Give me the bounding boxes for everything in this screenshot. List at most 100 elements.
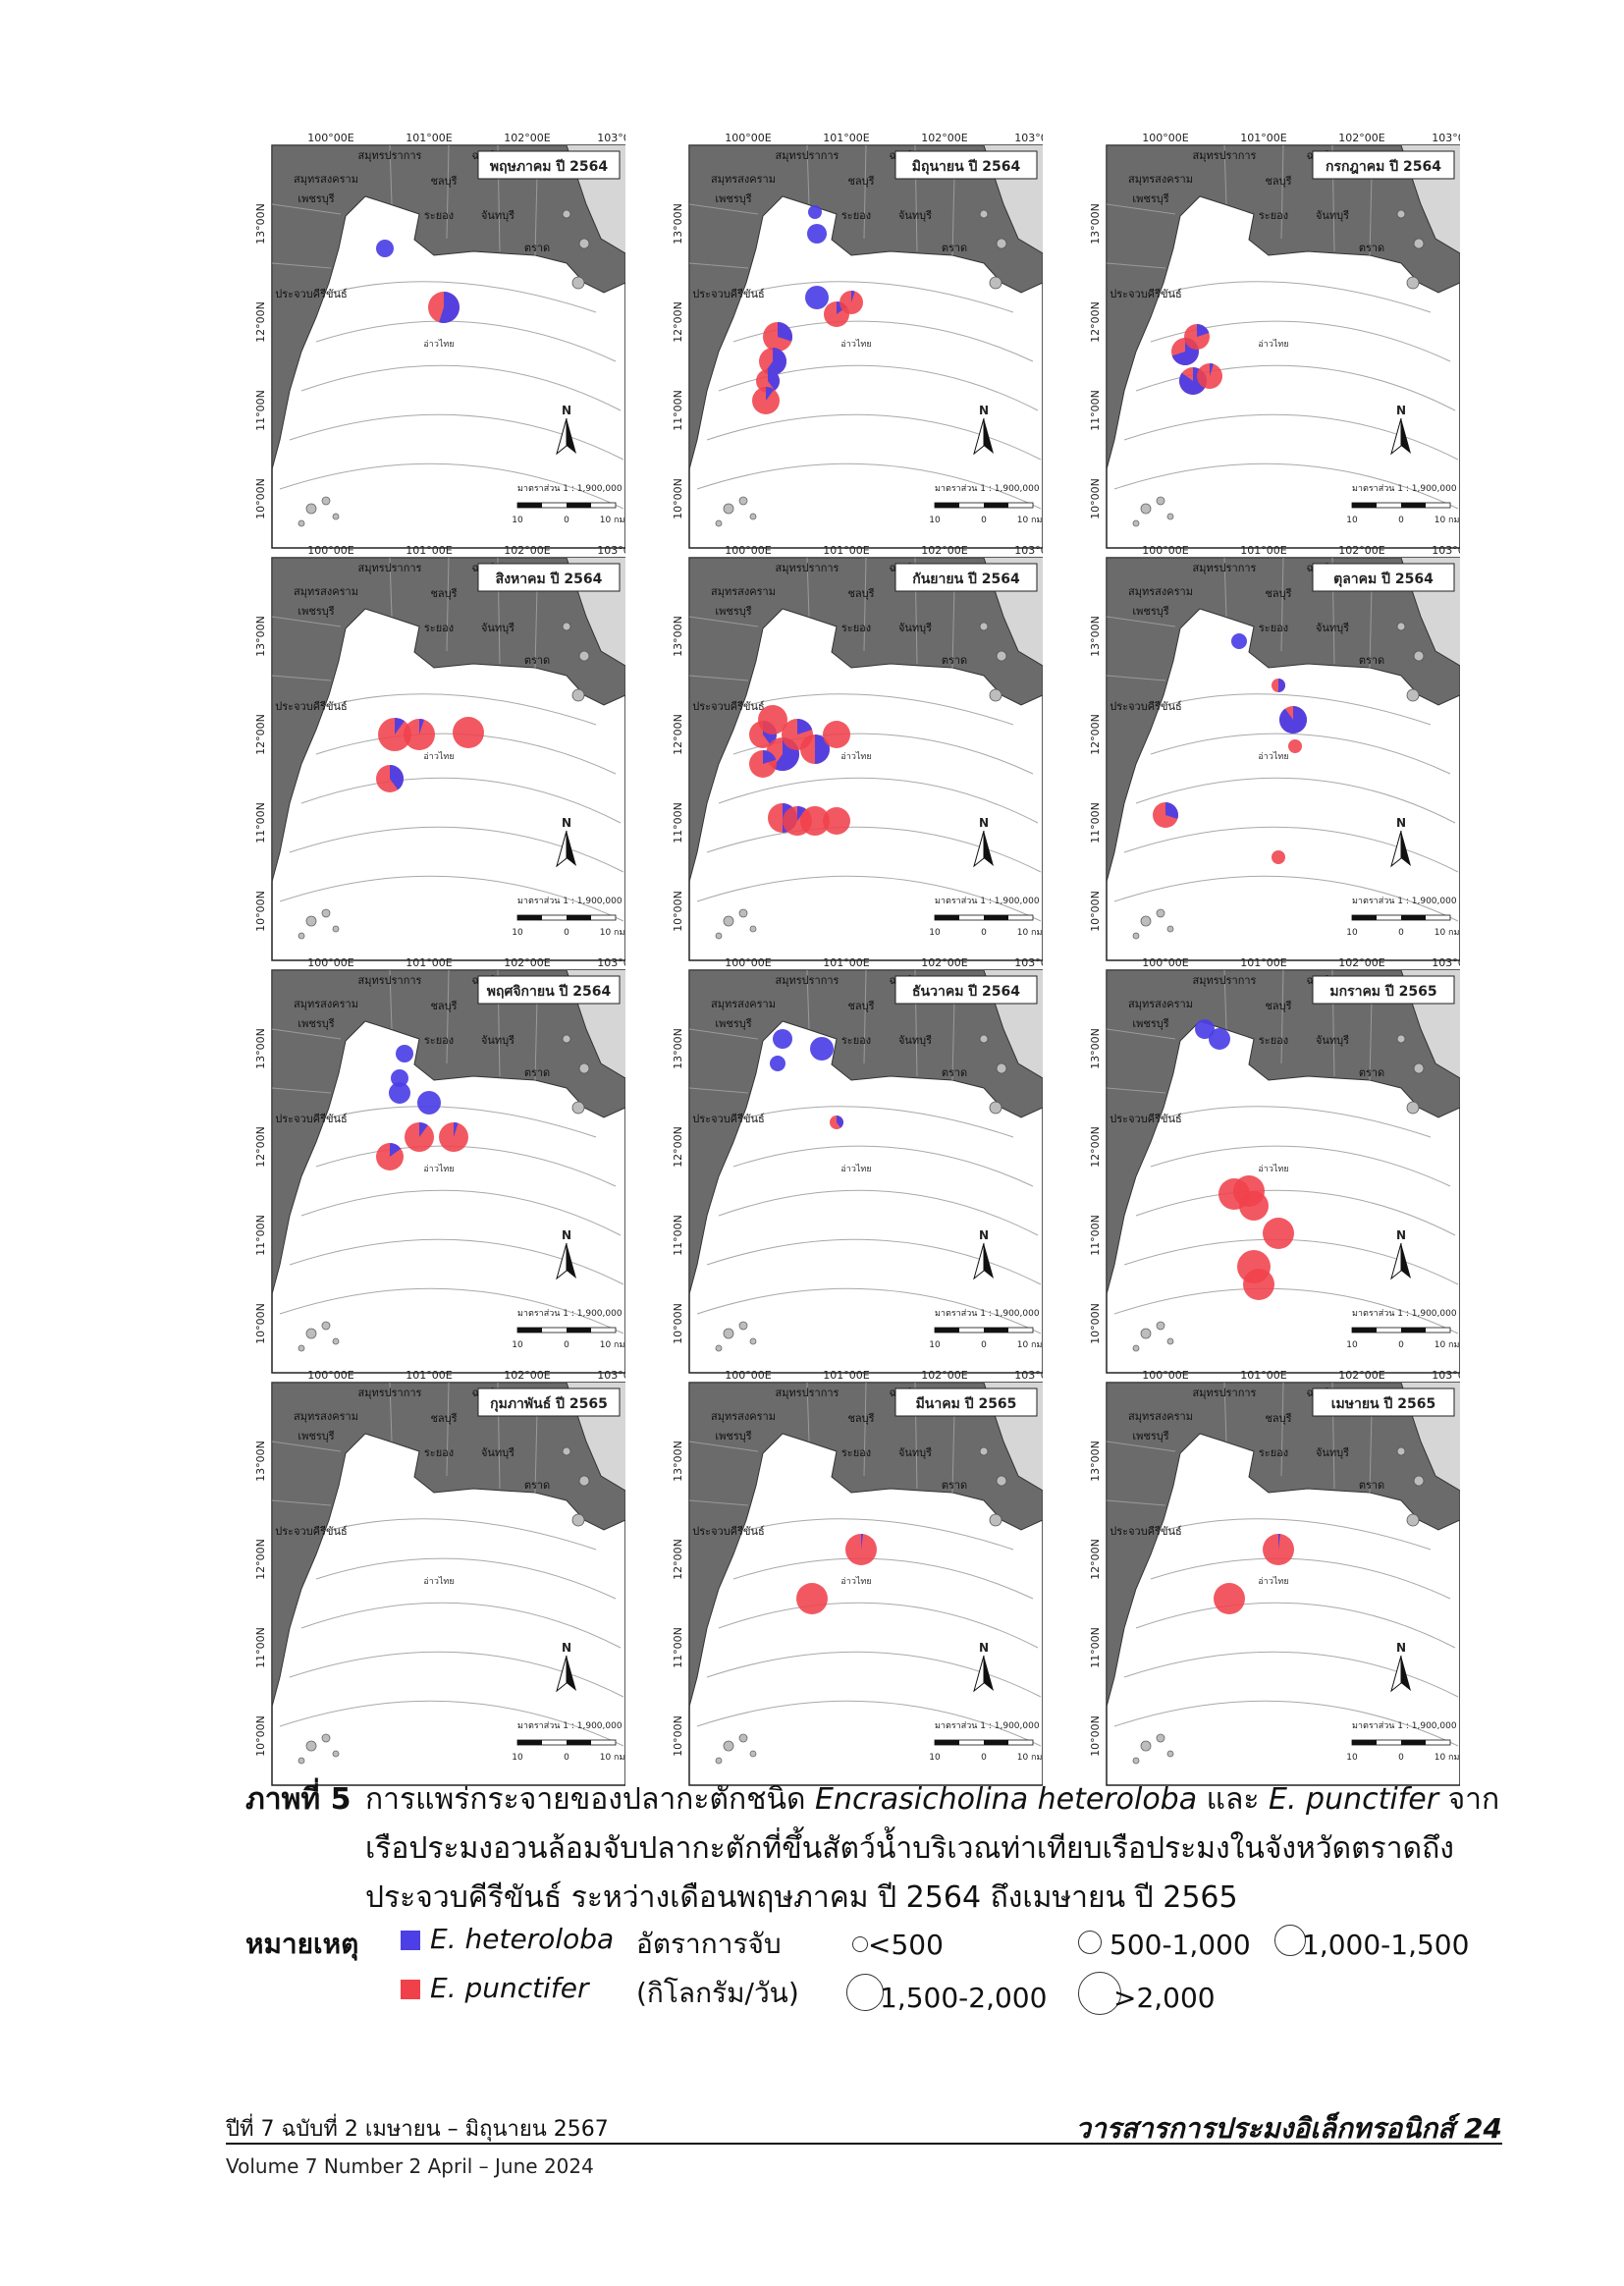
place-label: เพชรบุรี [715, 1017, 751, 1030]
island [1156, 1321, 1165, 1331]
thai-land [1106, 144, 1460, 470]
lat-tick-label: 10°00N [254, 1303, 267, 1344]
province-border [1106, 616, 1176, 627]
scale-num: 10 กม. [600, 516, 625, 525]
depth-contour [747, 693, 1014, 726]
place-label: ชลบุรี [1265, 587, 1291, 600]
map-frame-group: 100°00E 101°00E 102°00E 103°00E 13°00N 12°00N… [672, 544, 1043, 961]
lon-tick-label: 103°00E [1014, 1369, 1043, 1382]
lat-tick-label: 10°00N [1089, 1303, 1102, 1344]
depth-contour [289, 413, 624, 461]
north-arrow-right [567, 1656, 576, 1691]
place-label: จันทบุรี [898, 209, 932, 222]
island [738, 1321, 748, 1331]
thai-land [688, 557, 1043, 883]
depth-contour [696, 875, 1042, 922]
caption-species-1: Encrasicholina heteroloba [815, 1782, 1198, 1817]
depth-contour [1164, 1106, 1432, 1138]
island [578, 238, 590, 249]
scale-num: 10 กม. [1435, 516, 1460, 525]
lat-tick-label: 11°00N [1089, 390, 1102, 431]
catch-bubble [810, 1037, 834, 1061]
bubble-heteroloba [773, 1029, 792, 1049]
depth-contour [1113, 875, 1459, 922]
scale-num: 10 กม. [600, 928, 625, 938]
map-frame-group: 100°00E 101°00E 102°00E 103°00E 13°00N 12°00N… [1089, 956, 1460, 1374]
north-label: N [979, 816, 989, 830]
place-label: ตราด [524, 1066, 550, 1079]
depth-contour [330, 281, 597, 313]
figure-legend: หมายเหตุ E. heteroloba E. punctifer อัตร… [245, 1923, 1522, 2041]
depth-contour [1164, 281, 1432, 313]
scale-num: 0 [981, 1753, 987, 1763]
lon-tick-label: 103°00E [1014, 956, 1043, 969]
scale-num: 0 [1398, 1753, 1404, 1763]
map-title: กรกฎาคม ปี 2564 [1326, 159, 1441, 175]
map-panel-svg: 100°00E 101°00E 102°00E 103°00E 13°00N 12°00N… [672, 544, 1043, 961]
lat-tick-label: 10°00N [1089, 891, 1102, 932]
lat-tick-label: 12°00N [1089, 1126, 1102, 1168]
map-panel: 100°00E 101°00E 102°00E 103°00E 13°00N 12°00N… [650, 128, 1043, 550]
bubble-heteroloba [417, 1091, 441, 1115]
depth-contour [696, 1287, 1042, 1334]
north-label: N [562, 816, 571, 830]
scale-bar-seg [1401, 503, 1426, 508]
bubble-heteroloba [807, 224, 827, 244]
depth-contour [279, 875, 624, 922]
catch-bubble [1263, 1218, 1294, 1249]
island [1396, 622, 1406, 631]
north-label: N [1396, 816, 1406, 830]
map-panel: 100°00E 101°00E 102°00E 103°00E 13°00N 12°00N… [233, 540, 625, 962]
place-label: สมุทรปราการ [358, 149, 422, 162]
island [1156, 496, 1165, 506]
province-border [1223, 557, 1227, 618]
place-label: ระยอง [841, 209, 871, 222]
depth-contour [718, 1602, 1039, 1649]
thai-land [271, 969, 625, 1295]
province-border [271, 1087, 332, 1094]
caption-line-1: การแพร่กระจายของปลากะตักชนิด Encrasichol… [365, 1775, 1499, 1824]
scale-num: 10 กม. [1017, 516, 1043, 525]
legend-size-circle-5 [1078, 1972, 1121, 2015]
place-label: ชลบุรี [847, 587, 874, 600]
scale-num: 10 กม. [1435, 1753, 1460, 1763]
bubble-heteroloba [805, 286, 829, 309]
place-label: ประจวบคีรีขันธ์ [275, 1525, 347, 1538]
place-label: อ่าวไทย [840, 1576, 871, 1587]
north-arrow-right [567, 831, 576, 866]
island [1406, 1101, 1420, 1115]
map-frame-group: 100°00E 101°00E 102°00E 103°00E 13°00N 12°00N… [254, 956, 625, 1374]
catch-bubble [1214, 1583, 1245, 1614]
map-frame-group: 100°00E 101°00E 102°00E 103°00E 13°00N 12°00N… [1089, 1369, 1460, 1786]
lon-tick-label: 103°00E [597, 544, 625, 557]
lon-tick-label: 101°00E [406, 956, 452, 969]
province-border [446, 557, 450, 652]
island [305, 1328, 317, 1339]
depth-contour [706, 413, 1042, 461]
north-arrow-icon: N [1390, 816, 1411, 868]
place-label: เพชรบุรี [298, 605, 334, 618]
lon-tick-label: 102°00E [504, 544, 550, 557]
province-border [1106, 1087, 1166, 1094]
island [1413, 1475, 1425, 1487]
island [1413, 1062, 1425, 1074]
legend-swatch-heteroloba [401, 1931, 420, 1950]
scale-text: มาตราส่วน 1 : 1,900,000 [935, 1309, 1040, 1319]
scale-num: 0 [564, 1753, 569, 1763]
catch-bubble [830, 1116, 843, 1129]
lat-tick-label: 12°00N [1089, 714, 1102, 755]
north-arrow-icon: N [556, 1641, 576, 1693]
catch-bubble [1197, 363, 1222, 389]
map-panel-svg: 100°00E 101°00E 102°00E 103°00E 13°00N 12°00N… [672, 132, 1043, 549]
map-panel: 100°00E 101°00E 102°00E 103°00E 13°00N 12°00N… [650, 540, 1043, 962]
map-panel-svg: 100°00E 101°00E 102°00E 103°00E 13°00N 12°00N… [254, 1369, 625, 1786]
lat-tick-label: 10°00N [254, 478, 267, 519]
lon-tick-label: 101°00E [1240, 1369, 1286, 1382]
place-label: ระยอง [424, 1446, 454, 1459]
place-label: อ่าวไทย [840, 751, 871, 762]
province-border [1106, 1441, 1176, 1452]
lon-tick-label: 103°00E [1432, 132, 1460, 144]
north-arrow-icon: N [556, 1228, 576, 1280]
north-arrow-right [984, 1243, 994, 1279]
island [332, 513, 340, 520]
